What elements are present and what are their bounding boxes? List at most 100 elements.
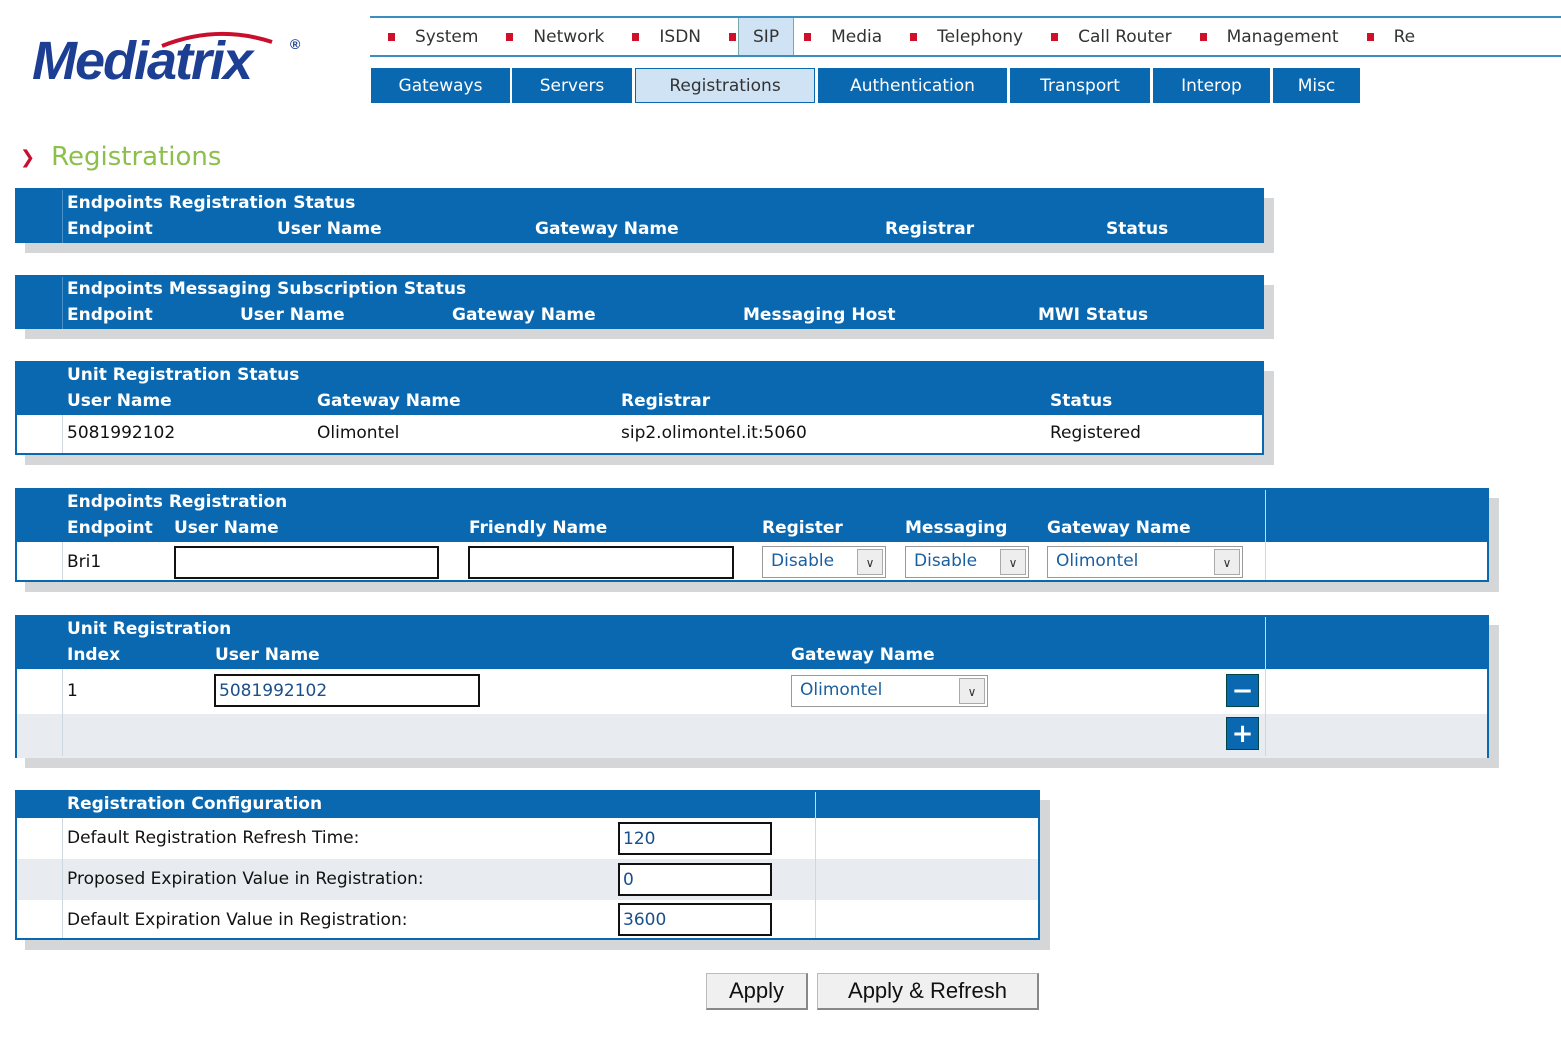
registration-configuration-table: Registration Configuration Default Regis… (15, 790, 1040, 940)
tab-authentication[interactable]: Authentication (818, 68, 1007, 103)
nav-network[interactable]: Network (488, 18, 614, 55)
nav-call-router[interactable]: Call Router (1033, 18, 1181, 55)
messaging-select[interactable]: Disable ∨ (905, 546, 1029, 578)
bullet-icon (729, 32, 737, 41)
col-header: Gateway Name (791, 645, 935, 665)
apply-refresh-button[interactable]: Apply & Refresh (817, 973, 1039, 1010)
col-header: Gateway Name (535, 219, 679, 239)
user-name-input[interactable] (174, 546, 439, 579)
field-label: Default Registration Refresh Time: (67, 828, 360, 848)
chevron-down-icon: ∨ (1000, 549, 1026, 575)
bullet-icon (388, 32, 395, 41)
field-label: Proposed Expiration Value in Registratio… (67, 869, 424, 889)
cell-index: 1 (67, 681, 78, 701)
nav-label: SIP (753, 26, 780, 47)
section-title: Unit Registration Status (67, 365, 300, 385)
unit-gateway-select[interactable]: Olimontel ∨ (791, 675, 988, 707)
select-value: Olimontel (800, 680, 883, 700)
config-row-default-expiration: Default Expiration Value in Registration… (17, 900, 1038, 941)
col-header: Gateway Name (1047, 518, 1191, 538)
select-value: Olimontel (1056, 551, 1139, 571)
col-header: Status (1106, 219, 1169, 239)
cell-endpoint: Bri1 (67, 552, 102, 572)
select-value: Disable (914, 551, 978, 571)
logo-registered-mark: ® (290, 36, 300, 52)
nav-label: Network (533, 26, 605, 47)
endpoints-registration-table: Endpoints Registration Endpoint User Nam… (15, 488, 1489, 582)
tab-misc[interactable]: Misc (1273, 68, 1360, 103)
cell-registrar: sip2.olimontel.it:5060 (621, 423, 807, 443)
col-header: Endpoint (67, 518, 153, 538)
endpoints-registration-status-table: Endpoints Registration Status Endpoint U… (15, 188, 1264, 243)
bullet-icon (1051, 32, 1059, 41)
apply-button[interactable]: Apply (706, 973, 808, 1010)
bullet-icon (1366, 32, 1374, 41)
col-header: Status (1050, 391, 1113, 411)
section-title: Endpoints Registration Status (67, 193, 356, 213)
nav-sip-bullet (711, 18, 744, 55)
section-title: Unit Registration (67, 619, 232, 639)
bullet-icon (632, 32, 640, 41)
config-row-refresh-time: Default Registration Refresh Time: (17, 818, 1038, 859)
config-row-proposed-expiration: Proposed Expiration Value in Registratio… (17, 859, 1038, 900)
col-header: Endpoint (67, 305, 153, 325)
tab-registrations[interactable]: Registrations (635, 68, 815, 103)
col-header: Registrar (885, 219, 975, 239)
chevron-down-icon: ∨ (857, 549, 883, 575)
remove-row-button[interactable]: − (1226, 674, 1259, 707)
nav-isdn[interactable]: ISDN (614, 18, 711, 55)
bullet-icon (1199, 32, 1207, 41)
nav-label: ISDN (659, 26, 702, 47)
section-title: Endpoints Registration (67, 492, 288, 512)
tab-transport[interactable]: Transport (1010, 68, 1150, 103)
col-header: Register (762, 518, 843, 538)
col-header: User Name (67, 391, 172, 411)
field-label: Default Expiration Value in Registration… (67, 910, 408, 930)
messaging-subscription-status-table: Endpoints Messaging Subscription Status … (15, 275, 1264, 329)
refresh-time-input[interactable] (618, 822, 772, 855)
nav-more[interactable]: Re (1349, 18, 1426, 55)
friendly-name-input[interactable] (468, 546, 734, 579)
col-header: Gateway Name (452, 305, 596, 325)
nav-system[interactable]: System (370, 18, 488, 55)
col-header: User Name (240, 305, 345, 325)
mediatrix-logo: Mediatrix ® (32, 30, 300, 92)
tab-interop[interactable]: Interop (1153, 68, 1270, 103)
nav-label: Media (831, 26, 883, 47)
register-select[interactable]: Disable ∨ (762, 546, 886, 578)
col-header: Messaging (905, 518, 1008, 538)
nav-media[interactable]: Media (794, 18, 892, 55)
col-header: Friendly Name (469, 518, 608, 538)
nav-sip[interactable]: SIP (738, 18, 795, 55)
top-navigation: System Network ISDN SIP Media Telephony … (370, 16, 1561, 57)
bullet-icon (910, 32, 918, 41)
cell-status: Registered (1050, 423, 1141, 443)
unit-registration-status-table: Unit Registration Status User Name Gatew… (15, 361, 1264, 455)
nav-management[interactable]: Management (1182, 18, 1349, 55)
page-title-text: Registrations (51, 142, 222, 172)
section-title: Endpoints Messaging Subscription Status (67, 279, 467, 299)
add-row-button[interactable]: + (1226, 717, 1259, 750)
cell-user-name: 5081992102 (67, 423, 176, 443)
bullet-icon (804, 32, 812, 41)
logo-text: Mediatrix (32, 31, 253, 91)
table-row: Bri1 Disable ∨ Disable ∨ Olimontel ∨ (17, 542, 1487, 582)
tab-servers[interactable]: Servers (512, 68, 632, 103)
nav-label: System (415, 26, 479, 47)
tab-gateways[interactable]: Gateways (371, 68, 510, 103)
gateway-select[interactable]: Olimontel ∨ (1047, 546, 1243, 578)
default-expiration-input[interactable] (618, 903, 772, 936)
cell-gateway: Olimontel (317, 423, 400, 443)
col-header: Registrar (621, 391, 711, 411)
col-header: User Name (277, 219, 382, 239)
col-header: User Name (215, 645, 320, 665)
unit-user-name-input[interactable] (214, 674, 480, 707)
table-row: 1 Olimontel ∨ − (17, 669, 1487, 714)
nav-telephony[interactable]: Telephony (892, 18, 1033, 55)
col-header: Index (67, 645, 121, 665)
nav-label: Call Router (1078, 26, 1172, 47)
nav-label: Telephony (937, 26, 1024, 47)
page-title: ❯ Registrations (20, 142, 221, 172)
arrow-icon: ❯ (20, 146, 36, 168)
proposed-expiration-input[interactable] (618, 863, 772, 896)
